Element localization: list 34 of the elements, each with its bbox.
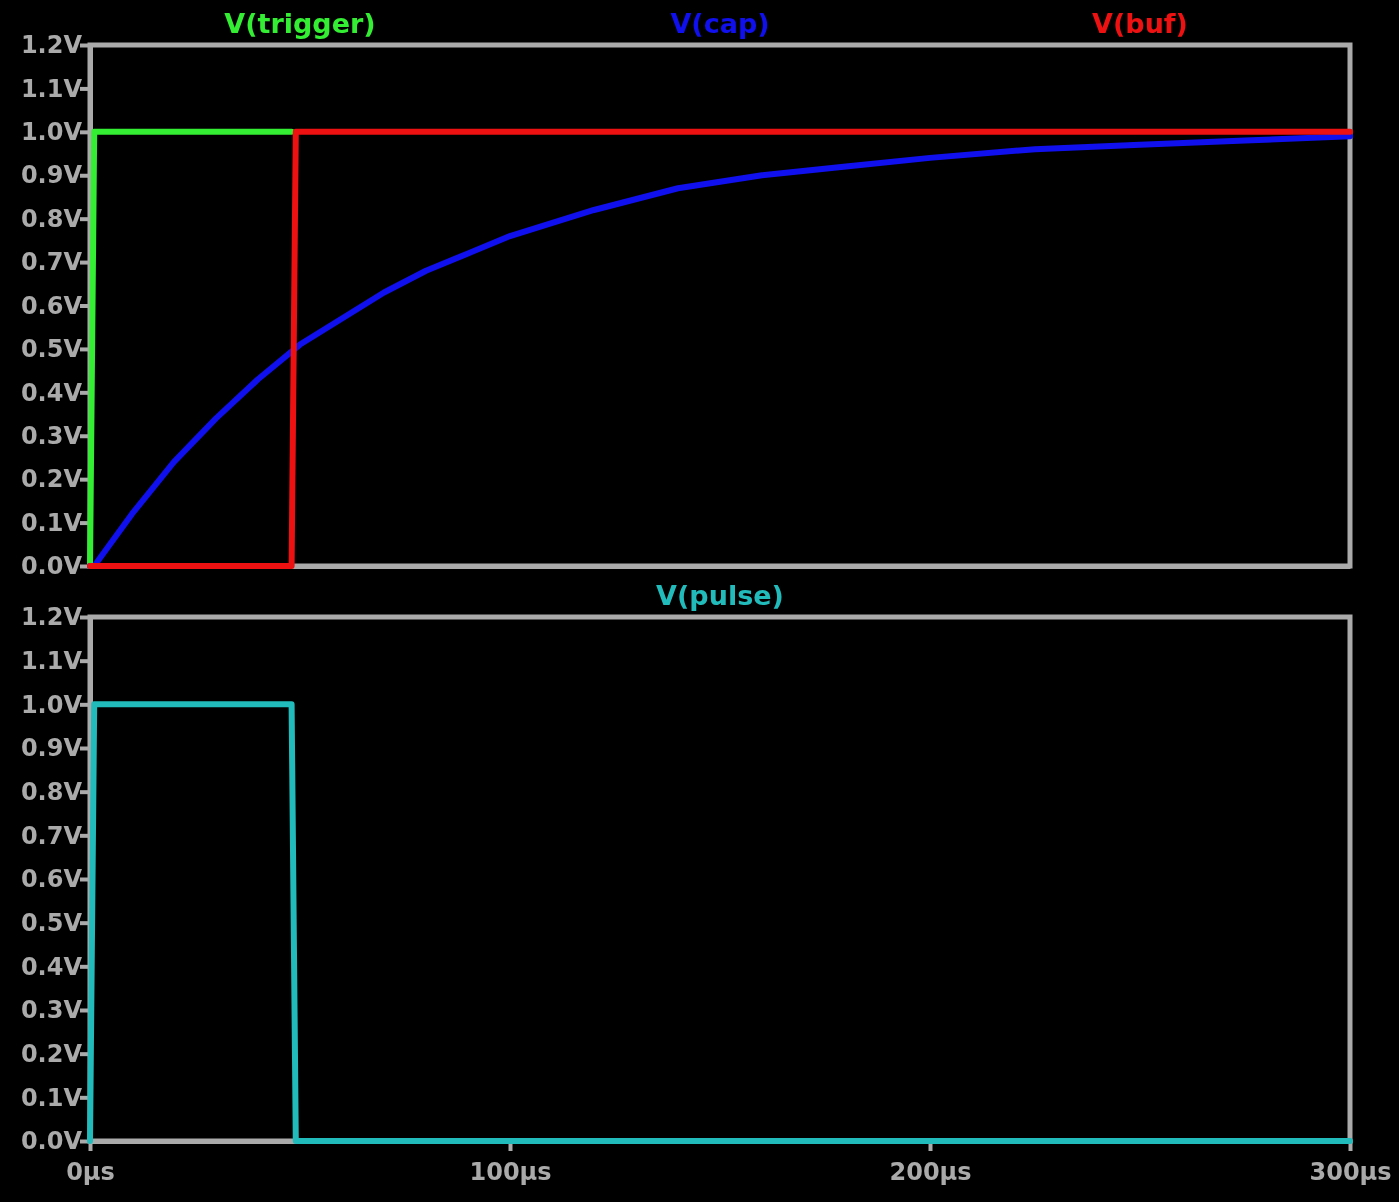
y-tick-label: 0.8V xyxy=(20,204,83,233)
y-tick-label: 0.7V xyxy=(20,248,83,277)
x-tick-label: 300µs xyxy=(1309,1158,1392,1187)
y-tick-label: 0.4V xyxy=(20,952,83,981)
text: V(buf) xyxy=(1092,8,1188,39)
y-tick-label: 1.0V xyxy=(20,690,83,719)
text: V(trigger) xyxy=(224,8,376,39)
text: V(cap) xyxy=(670,8,770,39)
y-tick-label: 0.5V xyxy=(20,335,83,364)
y-tick-label: 1.2V xyxy=(20,31,83,60)
y-tick-label: 0.2V xyxy=(20,1039,83,1068)
y-tick-label: 1.1V xyxy=(20,646,83,675)
text: V(pulse) xyxy=(656,580,784,611)
y-tick-label: 0.5V xyxy=(20,908,83,937)
y-tick-label: 0.1V xyxy=(20,508,83,537)
y-tick-label: 1.2V xyxy=(20,603,83,632)
y-tick-label: 0.4V xyxy=(20,378,83,407)
y-tick-label: 0.9V xyxy=(20,734,83,763)
y-tick-label: 1.0V xyxy=(20,118,83,147)
y-tick-label: 0.7V xyxy=(20,821,83,850)
y-tick-label: 0.1V xyxy=(20,1083,83,1112)
x-tick-label: 0µs xyxy=(66,1158,115,1187)
y-tick-label: 0.2V xyxy=(20,465,83,494)
y-tick-label: 0.6V xyxy=(20,291,83,320)
y-tick-label: 0.3V xyxy=(20,421,83,450)
y-tick-label: 0.0V xyxy=(20,552,83,581)
y-tick-label: 1.1V xyxy=(20,74,83,103)
y-tick-label: 0.8V xyxy=(20,777,83,806)
y-tick-label: 0.3V xyxy=(20,996,83,1025)
x-tick-label: 100µs xyxy=(469,1158,552,1187)
y-tick-label: 0.9V xyxy=(20,161,83,190)
y-tick-label: 0.6V xyxy=(20,865,83,894)
x-tick-label: 200µs xyxy=(889,1158,972,1187)
y-tick-label: 0.0V xyxy=(20,1127,83,1156)
